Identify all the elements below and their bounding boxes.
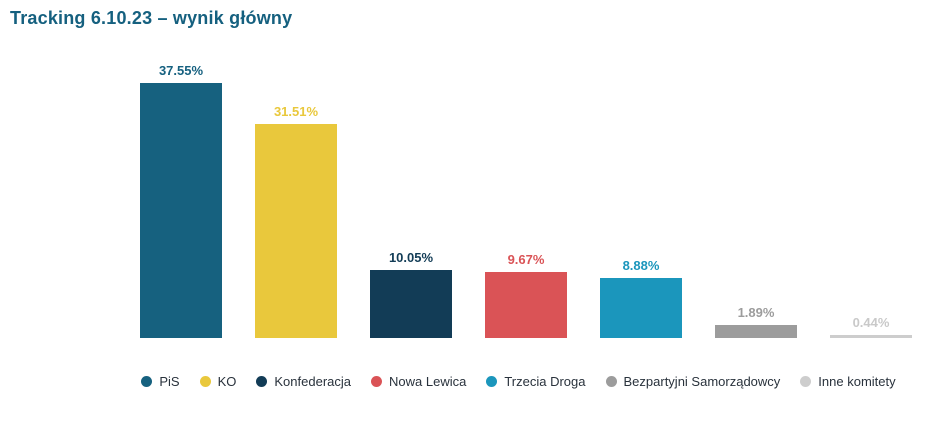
bar-group-pis: 37.55% [140,63,222,338]
legend-dot-icon [141,376,153,387]
chart-title: Tracking 6.10.23 – wynik główny [10,8,293,28]
bar-value-label-inne-komitety: 0.44% [852,315,890,330]
legend-dot-icon [256,376,268,387]
legend-label: KO [217,374,237,389]
legend-item-trzecia-droga: Trzecia Droga [486,374,586,389]
legend-item-konfederacja: Konfederacja [256,374,351,389]
bar-group-konfederacja: 10.05% [370,250,452,338]
legend-label: Konfederacja [274,374,352,389]
legend-dot-icon [199,376,211,387]
bar-nowa-lewica [485,272,567,338]
plot-area: 37.55% 31.51% 10.05% 9.67% 8.88% 1.89% 0.44% [140,55,912,338]
bar-value-label-nowa-lewica: 9.67% [507,252,545,267]
legend-item-ko: KO [199,374,237,389]
legend-item-inne-komitety: Inne komitety [800,374,896,389]
legend-item-bezpartyjni-samorzadowcy: Bezpartyjni Samorządowcy [605,374,781,389]
bar-group-inne-komitety: 0.44% [830,315,912,338]
legend-label: PiS [159,374,180,389]
legend-item-pis: PiS [141,374,180,389]
legend-label: Trzecia Droga [504,374,586,389]
legend-dot-icon [371,376,383,387]
bar-group-bezpartyjni-samorzadowcy: 1.89% [715,305,797,338]
bar-value-label-ko: 31.51% [273,104,319,119]
bar-pis [140,83,222,338]
legend-dot-icon [800,376,812,387]
bar-value-label-pis: 37.55% [158,63,204,78]
bar-value-label-bezpartyjni-samorzadowcy: 1.89% [737,305,775,320]
bar-group-nowa-lewica: 9.67% [485,252,567,338]
bar-ko [255,124,337,338]
legend-dot-icon [486,376,498,387]
bar-inne-komitety [830,335,912,338]
bar-group-trzecia-droga: 8.88% [600,258,682,338]
bar-bezpartyjni-samorzadowcy [715,325,797,338]
bar-value-label-konfederacja: 10.05% [388,250,434,265]
legend-label: Inne komitety [818,374,896,389]
bar-trzecia-droga [600,278,682,338]
bar-group-ko: 31.51% [255,104,337,338]
legend: PiS KO Konfederacja Nowa Lewica Trzecia Drog… [110,374,927,389]
legend-item-nowa-lewica: Nowa Lewica [371,374,466,389]
bar-value-label-trzecia-droga: 8.88% [622,258,660,273]
legend-label: Nowa Lewica [389,374,467,389]
legend-dot-icon [605,376,617,387]
bar-konfederacja [370,270,452,338]
legend-label: Bezpartyjni Samorządowcy [623,374,781,389]
